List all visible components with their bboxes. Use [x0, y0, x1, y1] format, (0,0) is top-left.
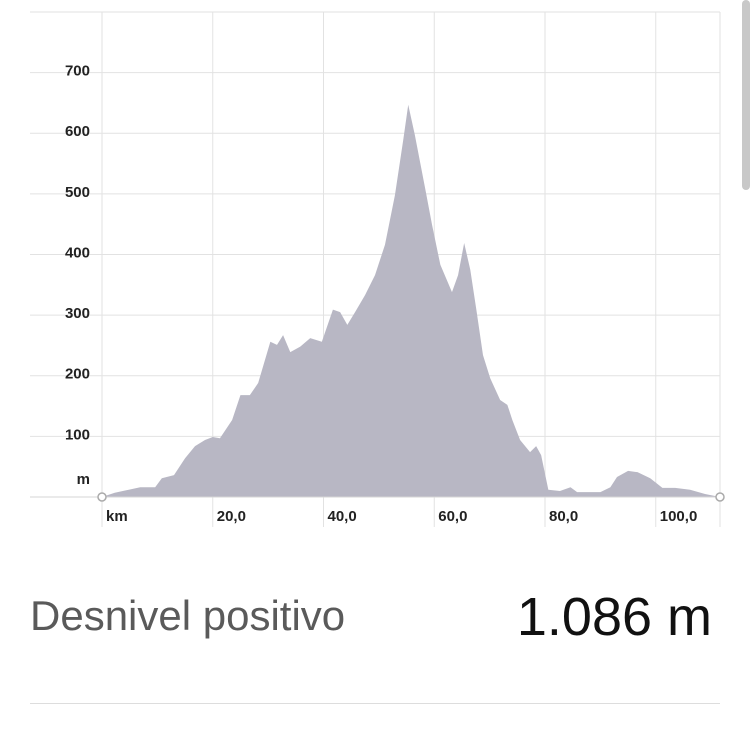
endpoint — [97, 492, 107, 502]
y-unit-label: m — [77, 471, 90, 488]
y-tick-label: 200 — [65, 366, 90, 383]
y-tick-label: 500 — [65, 184, 90, 201]
x-tick-label: 100,0 — [660, 508, 698, 525]
x-tick-label: 80,0 — [549, 508, 578, 525]
stat-value: 1.086 m — [516, 587, 712, 647]
divider — [30, 703, 720, 704]
x-unit-label: km — [106, 508, 128, 525]
x-tick-label: 20,0 — [217, 508, 246, 525]
stat-label: Desnivel positivo — [30, 592, 346, 639]
scrollbar — [742, 0, 750, 190]
y-tick-label: 700 — [65, 63, 90, 80]
y-tick-label: 100 — [65, 426, 90, 443]
elevation-area — [102, 104, 720, 497]
x-tick-label: 60,0 — [438, 508, 467, 525]
endpoint — [715, 492, 725, 502]
y-tick-label: 400 — [65, 244, 90, 261]
y-tick-label: 600 — [65, 123, 90, 140]
x-tick-label: 40,0 — [328, 508, 357, 525]
chart: 100 200 300 400 500 600 700 20,0 40,0 60,0 80,0 100… — [30, 11, 725, 527]
y-tick-label: 300 — [65, 305, 90, 322]
